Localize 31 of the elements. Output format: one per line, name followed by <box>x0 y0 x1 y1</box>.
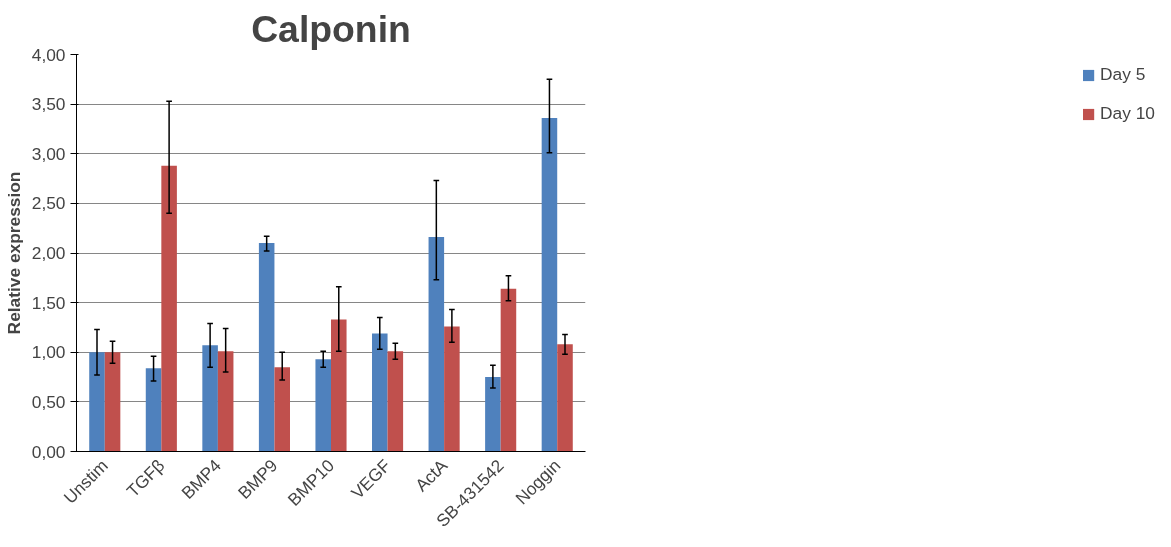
y-axis-title: Relative expression <box>3 171 24 335</box>
bar <box>444 326 460 452</box>
bar <box>428 237 445 452</box>
legend-label: Day 5 <box>1100 64 1146 85</box>
bar <box>161 165 177 452</box>
legend-label: Day 10 <box>1100 103 1155 124</box>
bar <box>500 288 517 452</box>
y-tick-label: 4,00 <box>31 44 66 65</box>
y-tick-label: 3,00 <box>31 143 66 164</box>
bar <box>258 243 275 452</box>
y-tick-label: 1,00 <box>31 342 66 363</box>
bar <box>372 333 388 452</box>
bar <box>541 118 558 452</box>
bar <box>274 367 290 452</box>
bar <box>315 359 331 452</box>
bar <box>217 351 234 452</box>
y-tick-label: 2,50 <box>31 193 66 214</box>
bar <box>89 352 105 452</box>
y-tick-label: 2,00 <box>31 243 66 263</box>
bar <box>331 319 347 452</box>
bar <box>387 351 404 452</box>
bar <box>557 344 573 452</box>
bar <box>104 352 121 452</box>
y-tick-label: 1,50 <box>31 292 66 313</box>
y-tick-label: 3,50 <box>31 94 66 115</box>
bar <box>145 368 162 452</box>
bar <box>485 377 501 452</box>
y-tick-label: 0,00 <box>31 441 66 462</box>
y-tick-label: 0,50 <box>31 391 66 412</box>
bar <box>202 345 218 452</box>
chart-title: Calponin <box>251 7 411 50</box>
